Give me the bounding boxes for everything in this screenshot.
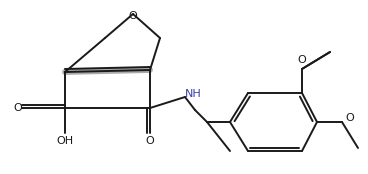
Text: O: O [298, 55, 307, 65]
Text: O: O [13, 103, 22, 113]
Text: NH: NH [185, 89, 202, 99]
Text: O: O [345, 113, 354, 123]
Text: O: O [129, 11, 137, 21]
Text: O: O [146, 136, 154, 146]
Text: OH: OH [56, 136, 74, 146]
